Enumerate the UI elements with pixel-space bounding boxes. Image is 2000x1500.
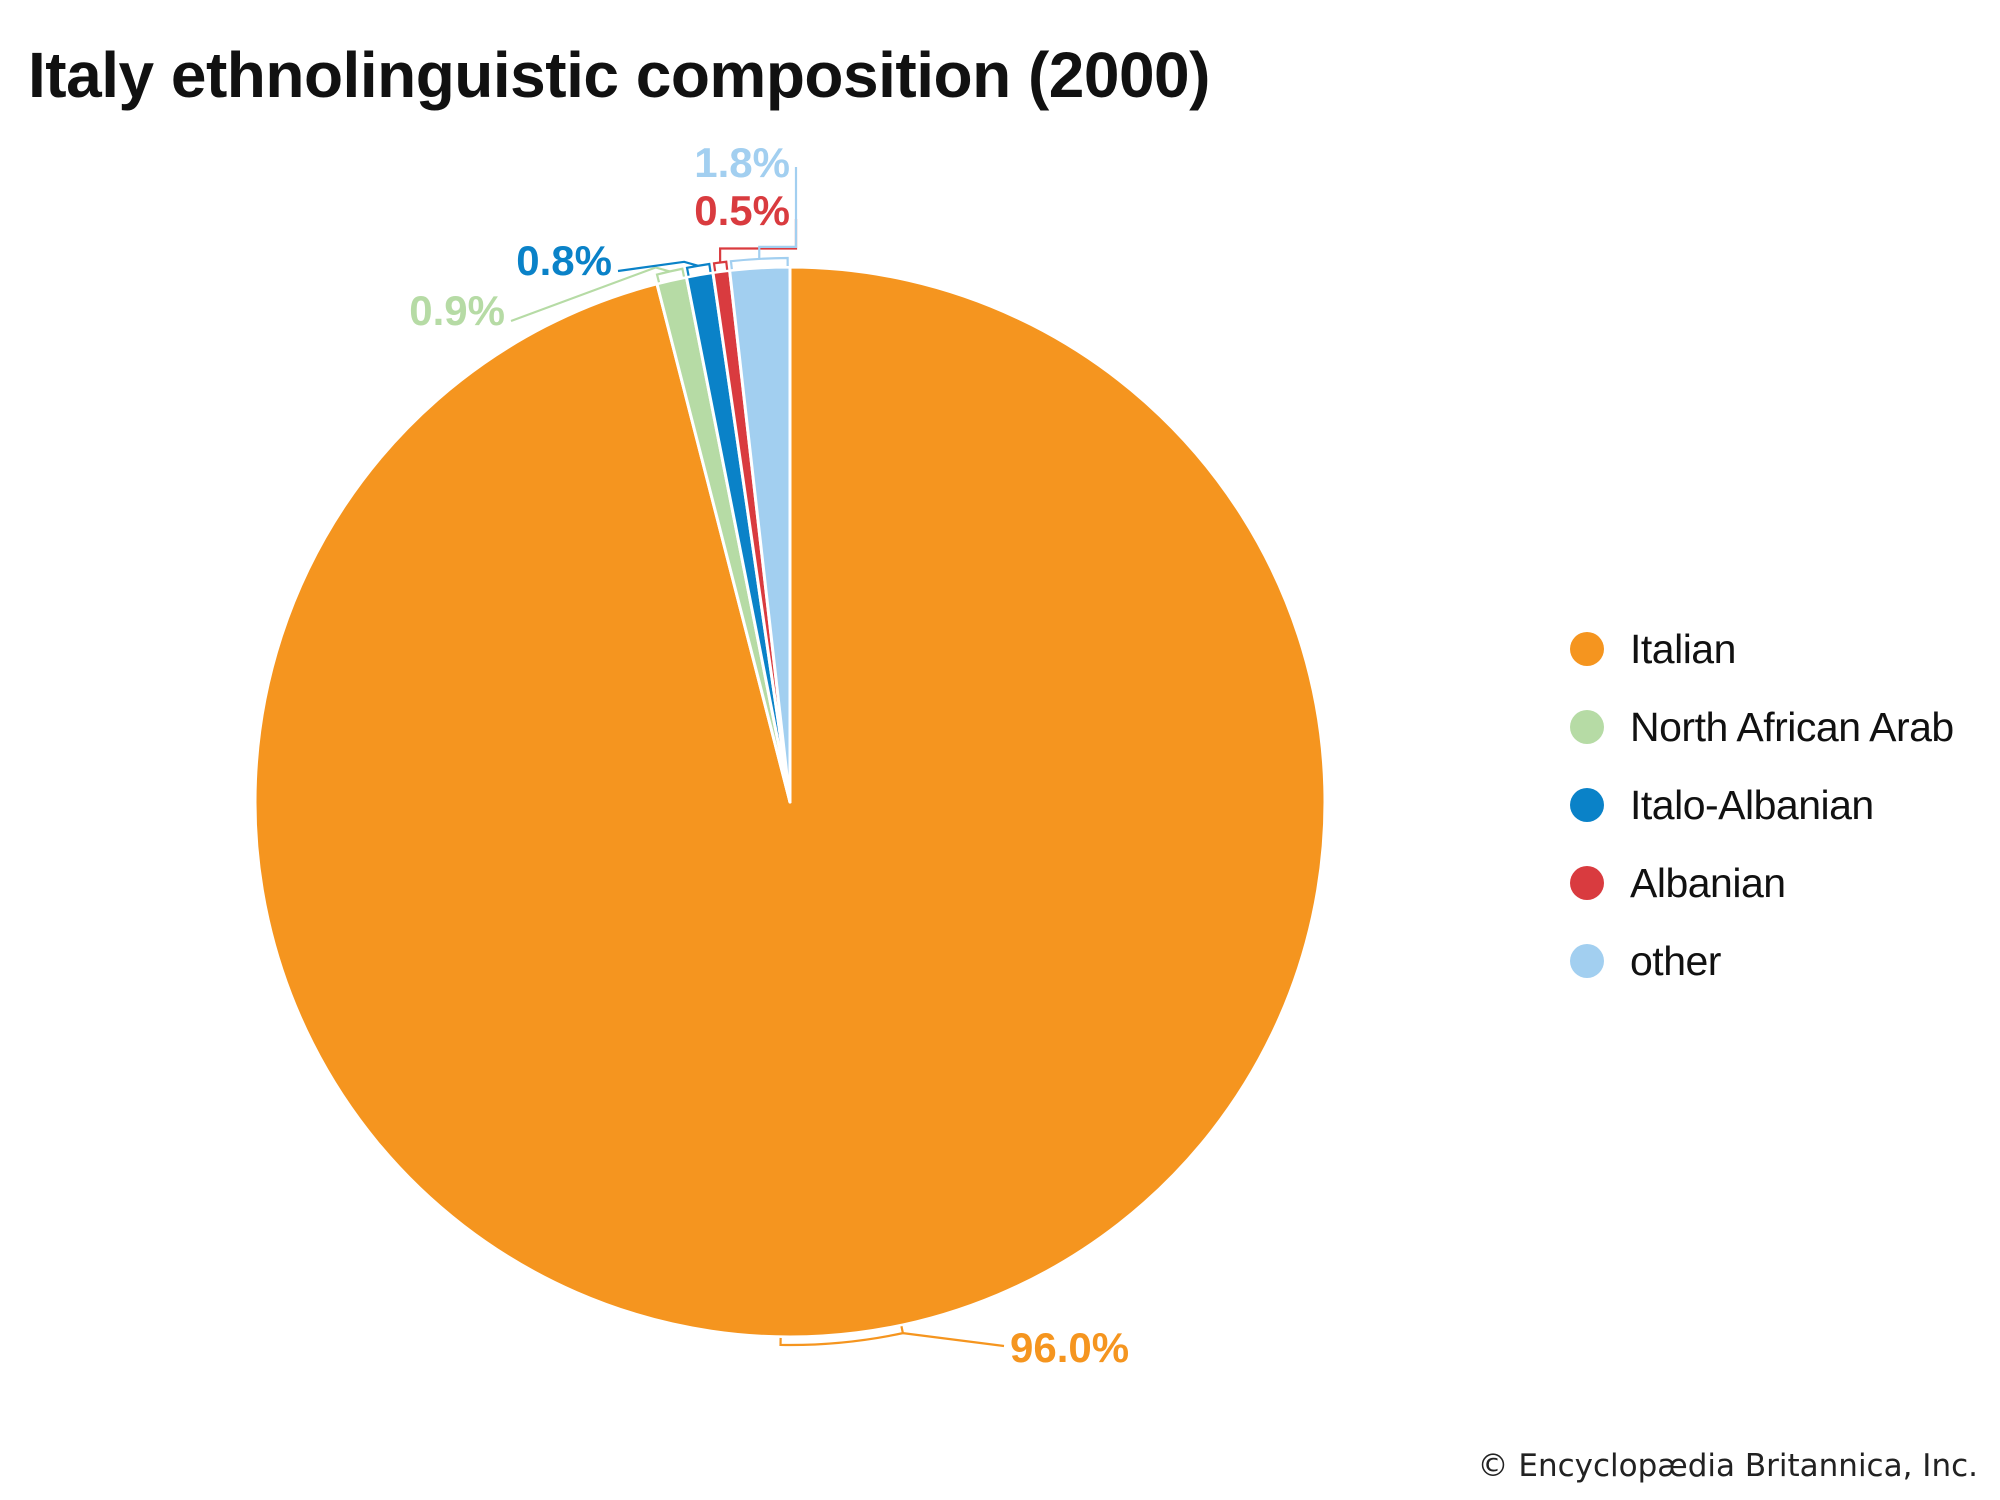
slice-label-north-african-arab: 0.9%	[409, 287, 505, 334]
legend-label-italo-albanian: Italo-Albanian	[1630, 781, 1874, 828]
slice-label-other: 1.8%	[694, 139, 790, 186]
legend-swatch-albanian	[1570, 866, 1604, 900]
copyright-notice: © Encyclopædia Britannica, Inc.	[1477, 1448, 1978, 1484]
leader-line-north-african-arab	[510, 266, 686, 323]
slice-label-italian: 96.0%	[1010, 1324, 1129, 1371]
legend-label-other: other	[1630, 937, 1721, 984]
legend-swatch-other	[1570, 944, 1604, 978]
legend-swatch-italo-albanian	[1570, 788, 1604, 822]
leader-line-italian	[779, 1326, 1005, 1348]
legend-item-north-african-arab: North African Arab	[1570, 688, 1954, 766]
legend: Italian North African Arab Italo-Albania…	[1570, 610, 1954, 1000]
slice-label-italo-albanian: 0.8%	[516, 237, 612, 284]
legend-item-other: other	[1570, 922, 1954, 1000]
leader-line-italo-albanian	[617, 260, 712, 276]
legend-item-albanian: Albanian	[1570, 844, 1954, 922]
legend-label-albanian: Albanian	[1630, 859, 1786, 906]
legend-label-italian: Italian	[1630, 625, 1736, 672]
legend-item-italian: Italian	[1570, 610, 1954, 688]
legend-swatch-north-african-arab	[1570, 710, 1604, 744]
chart-title: Italy ethnolinguistic composition (2000)	[28, 39, 1210, 111]
pie-slice-other	[728, 265, 792, 804]
legend-item-italo-albanian: Italo-Albanian	[1570, 766, 1954, 844]
leader-line-other	[729, 167, 798, 270]
legend-swatch-italian	[1570, 632, 1604, 666]
slice-label-albanian: 0.5%	[694, 187, 790, 234]
legend-label-north-african-arab: North African Arab	[1630, 703, 1954, 750]
